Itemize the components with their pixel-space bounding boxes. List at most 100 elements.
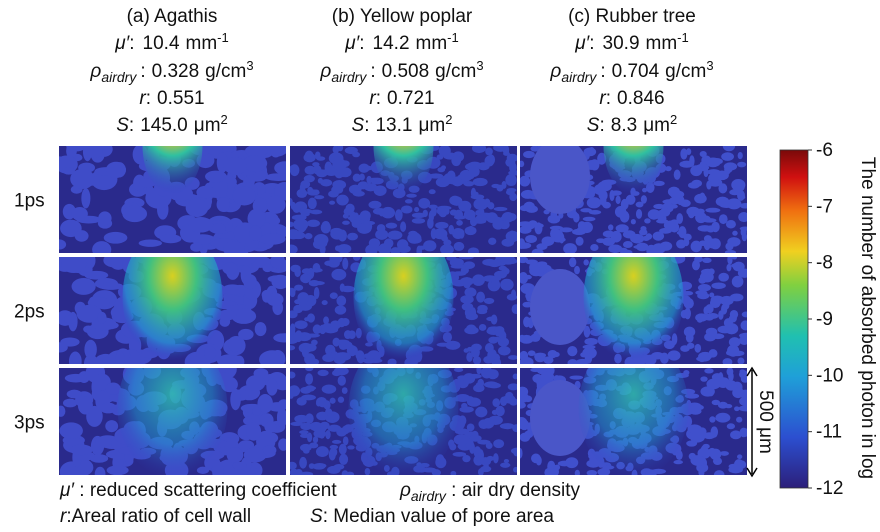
cell (339, 454, 348, 465)
cell (646, 233, 653, 239)
cell (418, 198, 430, 209)
symbol: μ′ (344, 33, 360, 54)
cell (345, 472, 354, 478)
cell (294, 469, 303, 480)
cell (353, 253, 361, 261)
cell (342, 221, 350, 225)
column-title: (c) Rubber tree (568, 6, 696, 27)
cell (590, 244, 598, 251)
value: 13.1 (375, 115, 412, 136)
value: 0.551 (157, 88, 205, 109)
cell (513, 374, 519, 380)
cell (458, 201, 471, 212)
cell (711, 222, 719, 233)
cell (669, 204, 678, 209)
cell (316, 169, 328, 177)
cell (456, 220, 463, 226)
cell (704, 368, 713, 373)
cell (252, 407, 261, 416)
cell (698, 277, 706, 284)
cell (696, 356, 710, 361)
cell (700, 376, 707, 381)
cell (552, 468, 559, 476)
cell (139, 239, 162, 246)
cell (558, 461, 571, 467)
cell (298, 227, 305, 232)
cell (423, 210, 428, 217)
subscript: airdry (561, 69, 597, 85)
cell (365, 468, 371, 475)
cell (405, 199, 413, 203)
cell (583, 345, 596, 349)
cell (652, 243, 666, 254)
cell (508, 355, 518, 360)
cell (506, 190, 515, 196)
cell (484, 381, 499, 387)
cell (375, 229, 388, 240)
cell (574, 266, 580, 274)
r-line: r:0.721 (369, 88, 434, 109)
cell (463, 181, 474, 186)
cell (65, 374, 87, 383)
cell (115, 352, 124, 367)
unit: mm (646, 33, 678, 54)
cell (726, 350, 738, 356)
cell (305, 333, 320, 337)
cell (335, 170, 343, 178)
value: 0.846 (617, 88, 665, 109)
cell (678, 226, 686, 238)
symbol: μ′ (114, 33, 130, 54)
cell (488, 276, 501, 281)
cell (694, 344, 701, 353)
cell (347, 445, 354, 449)
cell (300, 182, 306, 193)
cell (103, 253, 125, 267)
cell (727, 254, 732, 264)
cell (290, 422, 303, 426)
cell (305, 166, 316, 175)
exponent: 3 (476, 58, 483, 73)
legend-item: r:Areal ratio of cell wall (60, 506, 251, 527)
cell (339, 444, 347, 455)
cell (686, 207, 700, 216)
cell (723, 358, 733, 366)
cell (513, 467, 518, 473)
cell (107, 465, 129, 475)
value: 10.4 (143, 33, 180, 54)
cell (70, 169, 94, 189)
sep: : (370, 61, 375, 82)
cell (262, 293, 271, 303)
cell (707, 169, 720, 175)
sep: : (146, 88, 151, 109)
cell (497, 410, 503, 414)
text: : air dry density (446, 480, 581, 501)
cell (470, 307, 476, 318)
cell (683, 238, 689, 246)
cell (246, 375, 265, 391)
colorbar-tick-label: -12 (816, 478, 843, 499)
cell (287, 372, 295, 379)
cell (358, 181, 369, 189)
cell (694, 194, 707, 204)
cell (485, 147, 493, 155)
cell (212, 461, 223, 483)
cell (483, 463, 489, 471)
cell (321, 222, 331, 233)
cell (332, 159, 347, 170)
cell (388, 230, 403, 239)
sep: : (359, 33, 364, 54)
cell (344, 330, 352, 339)
cell (518, 423, 529, 427)
exponent: 2 (670, 112, 677, 127)
cell (680, 148, 687, 159)
cell (305, 151, 314, 162)
sep: : (129, 33, 134, 54)
symbol: ρ (89, 61, 101, 82)
cell (414, 207, 419, 212)
cell (472, 143, 486, 153)
cell (395, 209, 403, 221)
cell (713, 457, 722, 465)
cell (504, 459, 509, 463)
cell (683, 370, 689, 375)
cell (325, 430, 330, 439)
